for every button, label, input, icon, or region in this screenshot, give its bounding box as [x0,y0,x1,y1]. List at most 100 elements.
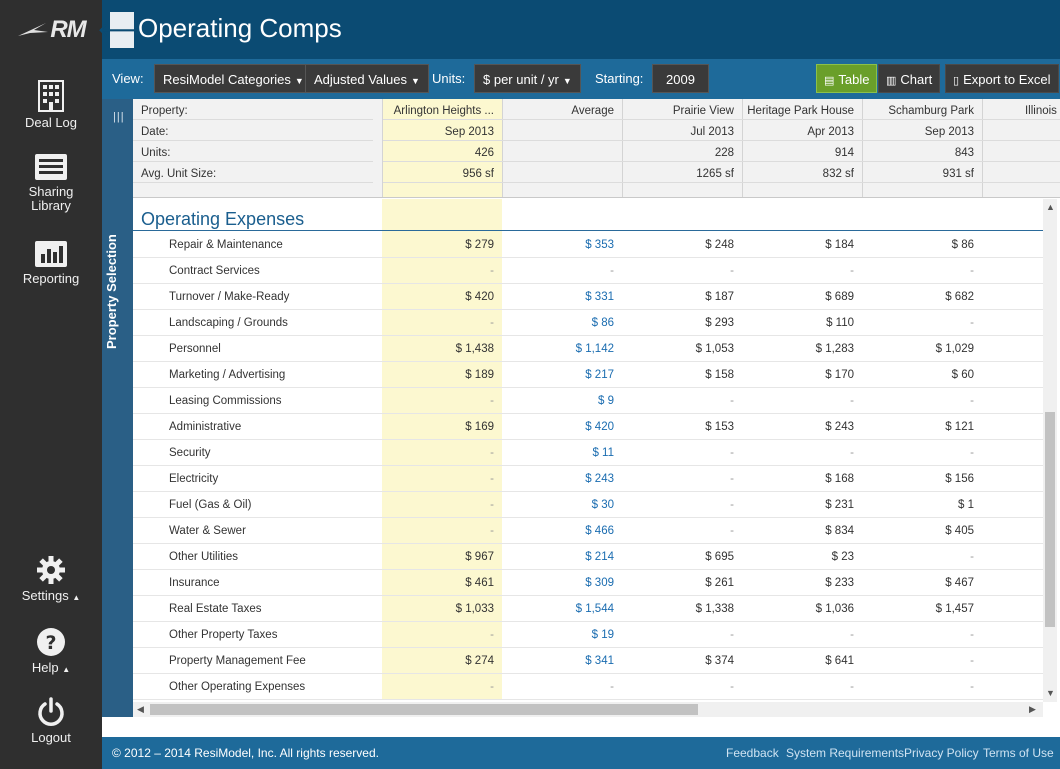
row-label: Turnover / Make-Ready [169,291,290,303]
category-dropdown-value: ResiModel Categories [163,72,291,87]
header-labels-column: Property: Date: Units: Avg. Unit Size: [133,99,373,197]
header-column[interactable]: Illinois Park AO [982,99,1060,197]
row-value: $ 11 [592,447,614,459]
vertical-scroll-thumb[interactable] [1045,412,1055,627]
header-column[interactable]: Arlington Heights ... Sep 2013 426 956 sf [382,99,502,197]
table-row[interactable]: Insurance $ 461 $ 309 $ 261 $ 233 $ 467 [133,570,1043,596]
header-cell-units [502,141,622,162]
gear-icon [37,556,65,584]
toolbar: View: ResiModel Categories ▼ Adjusted Val… [102,59,1060,99]
table-row[interactable]: Leasing Commissions - $ 9 - - - [133,388,1043,414]
header-column[interactable]: Prairie View Jul 2013 228 1265 sf [622,99,742,197]
row-value: $ 217 [585,369,614,381]
table-row[interactable]: Contract Services - - - - - [133,258,1043,284]
category-dropdown[interactable]: ResiModel Categories ▼ [154,64,313,93]
starting-year-input[interactable]: 2009 [652,64,709,93]
privacy-policy-link[interactable]: Privacy Policy [904,746,979,760]
row-value: $ 279 [465,239,494,251]
row-value: - [730,447,734,459]
terms-of-use-link[interactable]: Terms of Use [983,746,1054,760]
arrow-left-icon: 🡐 [97,19,147,40]
export-excel-button[interactable]: ▯ Export to Excel [945,64,1059,93]
scroll-up-icon[interactable]: ▲ [1046,202,1055,212]
scroll-down-icon[interactable]: ▼ [1046,688,1055,698]
table-row[interactable]: Personnel $ 1,438 $ 1,142 $ 1,053 $ 1,283 $ 1… [133,336,1043,362]
row-value: - [850,447,854,459]
row-value: $ 233 [825,577,854,589]
header-cell-date: Sep 2013 [382,120,502,141]
row-value: - [850,265,854,277]
table-row[interactable]: Fuel (Gas & Oil) - $ 30 - $ 231 $ 1 [133,492,1043,518]
row-value: $ 86 [951,239,974,251]
sidebar-item-settings[interactable]: Settings ▲ [0,555,102,605]
horizontal-scroll-thumb[interactable] [150,704,698,715]
copyright-text: © 2012 – 2014 ResiModel, Inc. All rights… [112,746,379,760]
svg-text:?: ? [45,632,56,654]
table-row[interactable]: Marketing / Advertising $ 189 $ 217 $ 158 $ … [133,362,1043,388]
sidebar-item-label: Sharing [28,184,74,199]
app-logo[interactable]: RM [0,0,102,59]
row-value: $ 261 [705,577,734,589]
table-row[interactable]: Other Property Taxes - $ 19 - - - [133,622,1043,648]
sidebar-item-help[interactable]: ? Help ▲ [0,627,102,677]
row-value: - [970,265,974,277]
row-value: - [490,395,494,407]
header-cell-name: Prairie View [622,99,742,120]
content-gap [102,717,1060,737]
table-row[interactable]: Security - $ 11 - - - [133,440,1043,466]
caret-down-icon: ▼ [411,76,420,86]
table-icon: ▤ [824,75,835,87]
feedback-link[interactable]: Feedback [726,746,779,760]
sidebar-item-logout[interactable]: Logout [0,697,102,745]
row-value: - [730,525,734,537]
title-bar: 🡐 Operating Comps [98,0,1060,59]
header-column[interactable]: Heritage Park House Apr 2013 914 832 sf [742,99,862,197]
units-dropdown[interactable]: $ per unit / yr ▼ [474,64,581,93]
property-selection-panel-toggle[interactable]: ||| Property Selection [102,99,133,718]
table-row[interactable]: Turnover / Make-Ready $ 420 $ 331 $ 187 $ 68… [133,284,1043,310]
header-cell-units: 914 [742,141,862,162]
row-value: - [490,447,494,459]
table-row[interactable]: Landscaping / Grounds - $ 86 $ 293 $ 110 - [133,310,1043,336]
table-row[interactable]: Other Utilities $ 967 $ 214 $ 695 $ 23 - [133,544,1043,570]
chart-view-button[interactable]: ▥ Chart [878,64,941,93]
table-row[interactable]: Administrative $ 169 $ 420 $ 153 $ 243 $ 121 [133,414,1043,440]
sidebar-item-sharing-library[interactable]: Sharing Library [0,153,102,213]
row-value: $ 214 [585,551,614,563]
row-value: $ 1,457 [935,603,974,615]
system-requirements-link[interactable]: System Requirements [786,746,905,760]
chevron-up-icon: ▲ [72,593,81,602]
header-cell-size: 931 sf [862,162,982,183]
values-dropdown[interactable]: Adjusted Values ▼ [305,64,429,93]
table-row[interactable]: Water & Sewer - $ 466 - $ 834 $ 405 [133,518,1043,544]
header-cell-name: Heritage Park House [742,99,862,120]
row-value: - [730,395,734,407]
back-button[interactable]: 🡐 [98,12,146,48]
scroll-right-icon[interactable]: ▶ [1029,704,1036,714]
row-value: $ 1,053 [695,343,734,355]
bar-chart-icon: ▥ [886,75,897,87]
sidebar-item-deal-log[interactable]: Deal Log [0,80,102,130]
header-cell-size [502,162,622,183]
row-value: - [970,681,974,693]
table-row[interactable]: Real Estate Taxes $ 1,033 $ 1,544 $ 1,338 $ … [133,596,1043,622]
header-column[interactable]: Schamburg Park Sep 2013 843 931 sf [862,99,982,197]
horizontal-scrollbar[interactable]: ◀ ▶ [133,702,1043,717]
row-value: - [970,317,974,329]
table-view-button[interactable]: ▤ Table [816,64,878,93]
row-value: $ 420 [585,421,614,433]
scroll-left-icon[interactable]: ◀ [137,704,144,714]
row-label: Contract Services [169,265,260,277]
table-row[interactable]: Repair & Maintenance $ 279 $ 353 $ 248 $ 184… [133,232,1043,258]
header-column[interactable]: Average [502,99,622,197]
table-row[interactable]: Other Operating Expenses - - - - - [133,674,1043,700]
column-separator [382,99,383,197]
table-row[interactable]: Property Management Fee $ 274 $ 341 $ 374 $ … [133,648,1043,674]
row-label: Administrative [169,421,242,433]
table-row[interactable]: Electricity - $ 243 - $ 168 $ 156 [133,466,1043,492]
vertical-scrollbar[interactable]: ▲ ▼ [1043,199,1057,702]
header-cell-date: Jul 2013 [622,120,742,141]
header-label-property: Property: [133,99,373,120]
sidebar-item-reporting[interactable]: Reporting [0,240,102,286]
row-value: $ 19 [591,629,614,641]
